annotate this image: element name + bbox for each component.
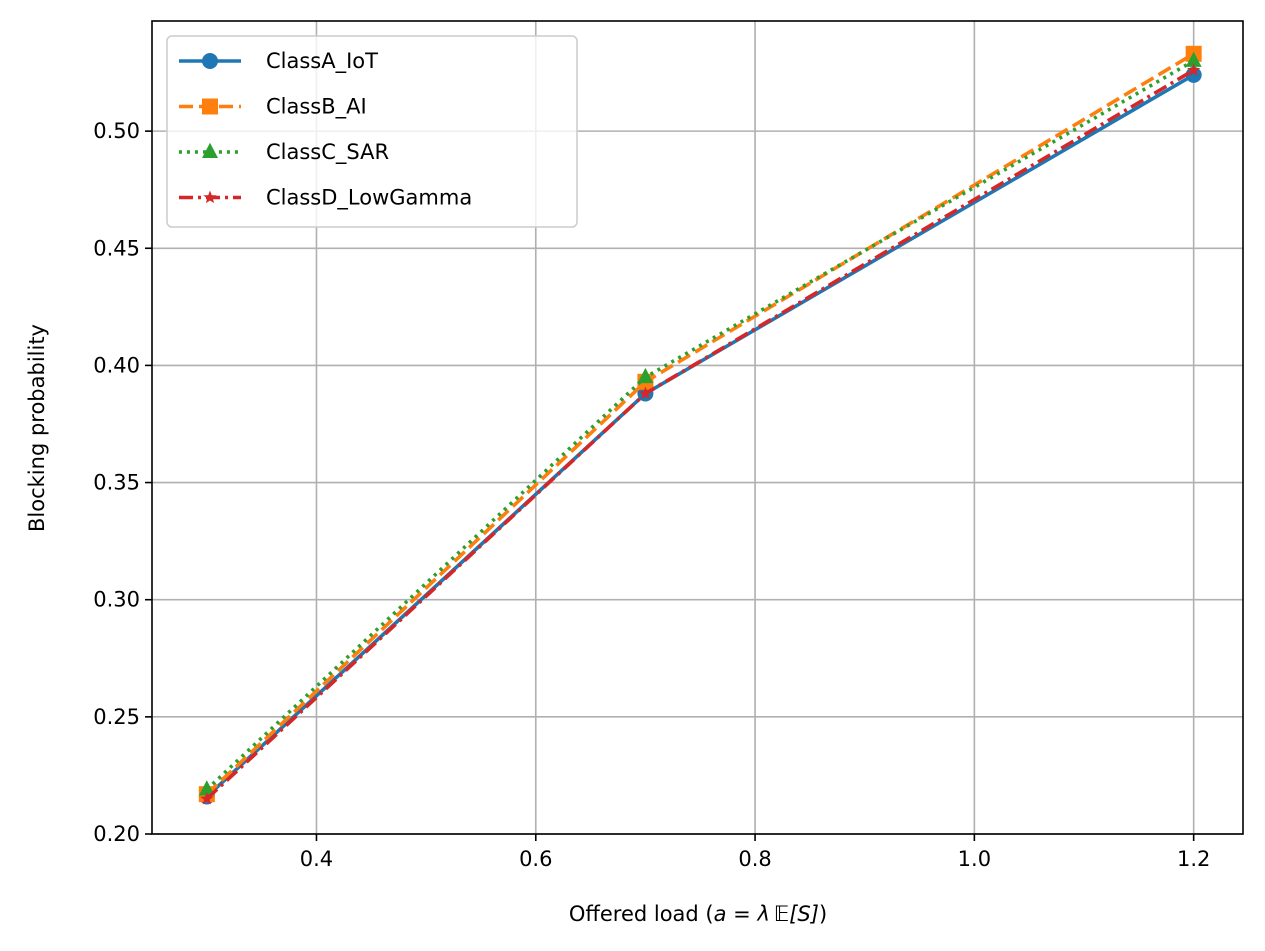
- x-tick-label: 0.8: [738, 847, 771, 871]
- x-axis-label-prefix: Offered load (: [569, 902, 714, 926]
- data-point: [198, 780, 215, 796]
- plot-frame: [151, 20, 1244, 835]
- legend-item: ClassB_AI: [179, 95, 367, 120]
- data-point: [202, 53, 218, 69]
- x-axis-label-lambda: λ: [756, 902, 769, 926]
- legend-item: ClassA_IoT: [179, 49, 378, 74]
- series-layer: [198, 45, 1202, 805]
- data-point: [1187, 63, 1201, 76]
- data-point: [637, 367, 654, 384]
- legend-box: [166, 35, 578, 228]
- series-ClassC_SAR: [198, 51, 1202, 796]
- series-ClassD_LowGamma: [200, 63, 1201, 805]
- y-axis-label: Blocking probability: [25, 324, 49, 532]
- legend-item: ClassC_SAR: [179, 140, 389, 165]
- y-tick-label: 0.25: [93, 705, 140, 729]
- y-tick-label: 0.45: [93, 236, 140, 260]
- x-tick-label: 1.2: [1177, 847, 1210, 871]
- y-tick-label: 0.50: [93, 119, 140, 143]
- x-axis-label-suffix: ): [819, 902, 827, 926]
- data-point: [1185, 51, 1202, 67]
- x-tick-label: 1.0: [958, 847, 991, 871]
- legend-label: ClassD_LowGamma: [266, 186, 472, 211]
- y-tick-label: 0.35: [93, 471, 140, 495]
- legend-label: ClassB_AI: [266, 95, 367, 120]
- x-axis-label-s: [S]: [789, 902, 819, 926]
- data-point: [1185, 66, 1202, 83]
- data-point: [638, 386, 653, 400]
- x-tick-label: 0.4: [300, 847, 333, 871]
- legend-label: ClassC_SAR: [266, 140, 389, 165]
- data-point: [202, 142, 218, 158]
- data-point: [202, 98, 218, 115]
- tick-layer: 0.4 0.6 0.8 1.0 1.2 0.20 0.25 0.30 0.35 0.40 0.45 0…: [93, 119, 1210, 871]
- legend: ClassA_IoT ClassB_AI ClassC_SAR ClassD_LowG…: [166, 35, 578, 228]
- x-axis-label: Offered load (a = λ 𝔼[S]): [569, 902, 827, 926]
- legend-item: ClassD_LowGamma: [179, 186, 472, 211]
- data-point: [200, 791, 214, 805]
- legend-label: ClassA_IoT: [266, 49, 378, 74]
- y-tick-label: 0.40: [93, 353, 140, 377]
- y-tick-label: 0.20: [93, 822, 140, 846]
- x-tick-label: 0.6: [519, 847, 552, 871]
- x-axis-label-expectation: 𝔼: [774, 902, 789, 926]
- x-axis-label-a: a: [714, 902, 727, 926]
- y-tick-label: 0.30: [93, 588, 140, 612]
- x-axis-label-eq: =: [727, 902, 758, 926]
- data-point: [203, 190, 217, 204]
